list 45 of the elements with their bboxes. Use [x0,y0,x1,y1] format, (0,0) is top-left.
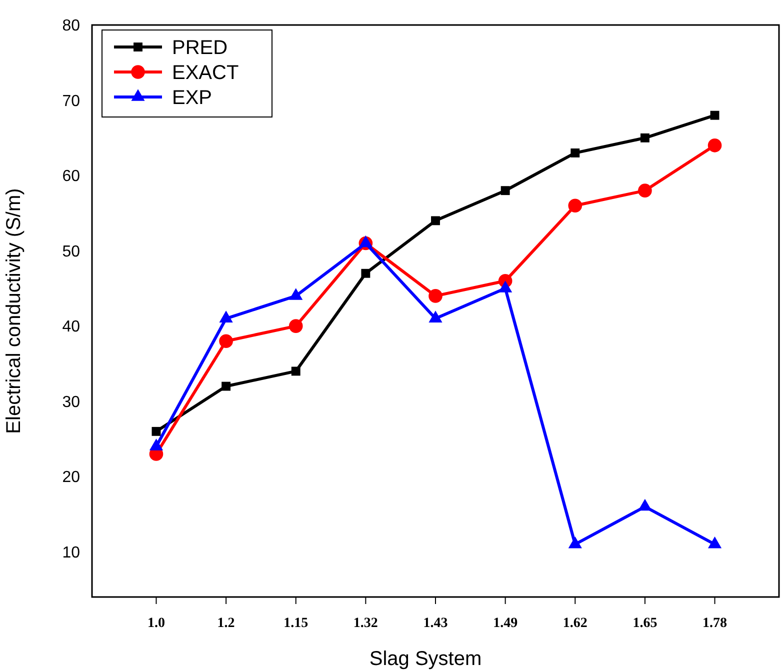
point [500,186,510,196]
point [498,280,512,292]
x-tick-label: 1.15 [284,616,308,631]
point [640,133,650,142]
point [219,310,233,322]
x-tick-label: 1.32 [353,616,378,631]
point [289,288,303,300]
point [710,110,720,120]
point [428,310,442,322]
y-tick-label: 20 [62,469,80,486]
point [219,334,233,348]
y-tick-label: 70 [62,92,80,110]
y-tick-label: 60 [62,168,80,186]
point [638,184,652,198]
legend-label: EXP [172,87,212,109]
y-tick-label: 50 [62,243,80,260]
y-tick-label: 80 [62,18,80,35]
point [638,498,652,511]
point [568,536,582,548]
point [149,438,164,450]
point [288,319,303,333]
legend-label: PRED [172,37,228,59]
x-axis-title: Slag System [369,648,482,670]
point [708,138,722,152]
x-tick-label: 1.0 [147,616,165,631]
y-tick-label: 30 [62,394,80,411]
point [291,366,300,376]
point [431,216,440,226]
point [708,536,722,548]
y-tick-label: 10 [62,544,80,562]
x-tick-label: 1.78 [702,616,728,631]
point [568,198,582,213]
y-tick-label: 40 [62,318,80,336]
point [361,268,370,278]
point [222,382,231,391]
x-tick-label: 1.2 [217,616,235,631]
point [152,426,161,436]
x-tick-label: 1.65 [632,616,658,631]
x-tick-label: 1.43 [423,616,448,631]
x-tick-label: 1.49 [493,616,518,631]
y-axis-title: Electrical conductivity (S/m) [3,188,25,434]
point [428,289,442,303]
legend-label: EXACT [172,62,239,84]
x-tick-label: 1.62 [562,616,588,631]
point [570,148,580,158]
